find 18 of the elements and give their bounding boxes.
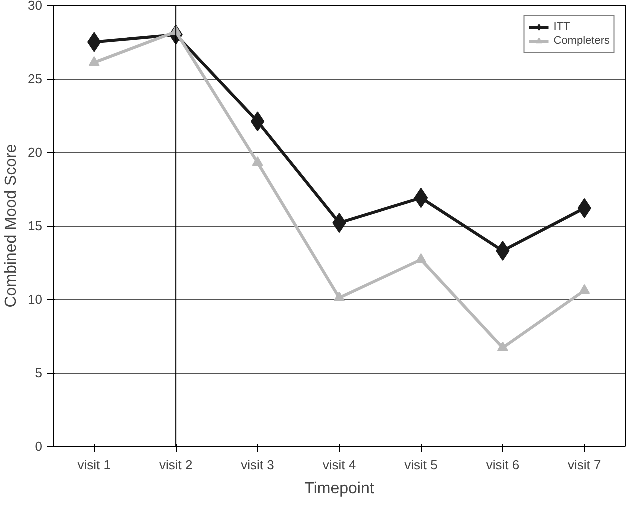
y-axis-title: Combined Mood Score [3, 144, 20, 308]
y-tick-label: 15 [28, 218, 43, 234]
y-tick-label: 30 [28, 0, 43, 13]
legend-label: Completers [554, 34, 610, 48]
x-tick-label: visit 1 [78, 458, 111, 472]
x-tick-label: visit 7 [568, 458, 602, 472]
x-tick-label: visit 5 [404, 458, 438, 472]
y-tick-label: 0 [35, 439, 43, 454]
x-tick-label: visit 4 [322, 458, 356, 472]
y-tick-label: 10 [28, 292, 43, 307]
x-tick-label: visit 6 [486, 458, 520, 472]
y-tick-label: 25 [28, 72, 43, 86]
legend-label: ITT [554, 20, 572, 34]
y-tick-label: 20 [28, 145, 43, 160]
x-tick-label: visit 3 [241, 458, 274, 472]
y-tick-label: 5 [35, 366, 43, 380]
x-tick-label: visit 2 [159, 458, 193, 472]
x-axis-title: Timepoint [304, 480, 375, 498]
